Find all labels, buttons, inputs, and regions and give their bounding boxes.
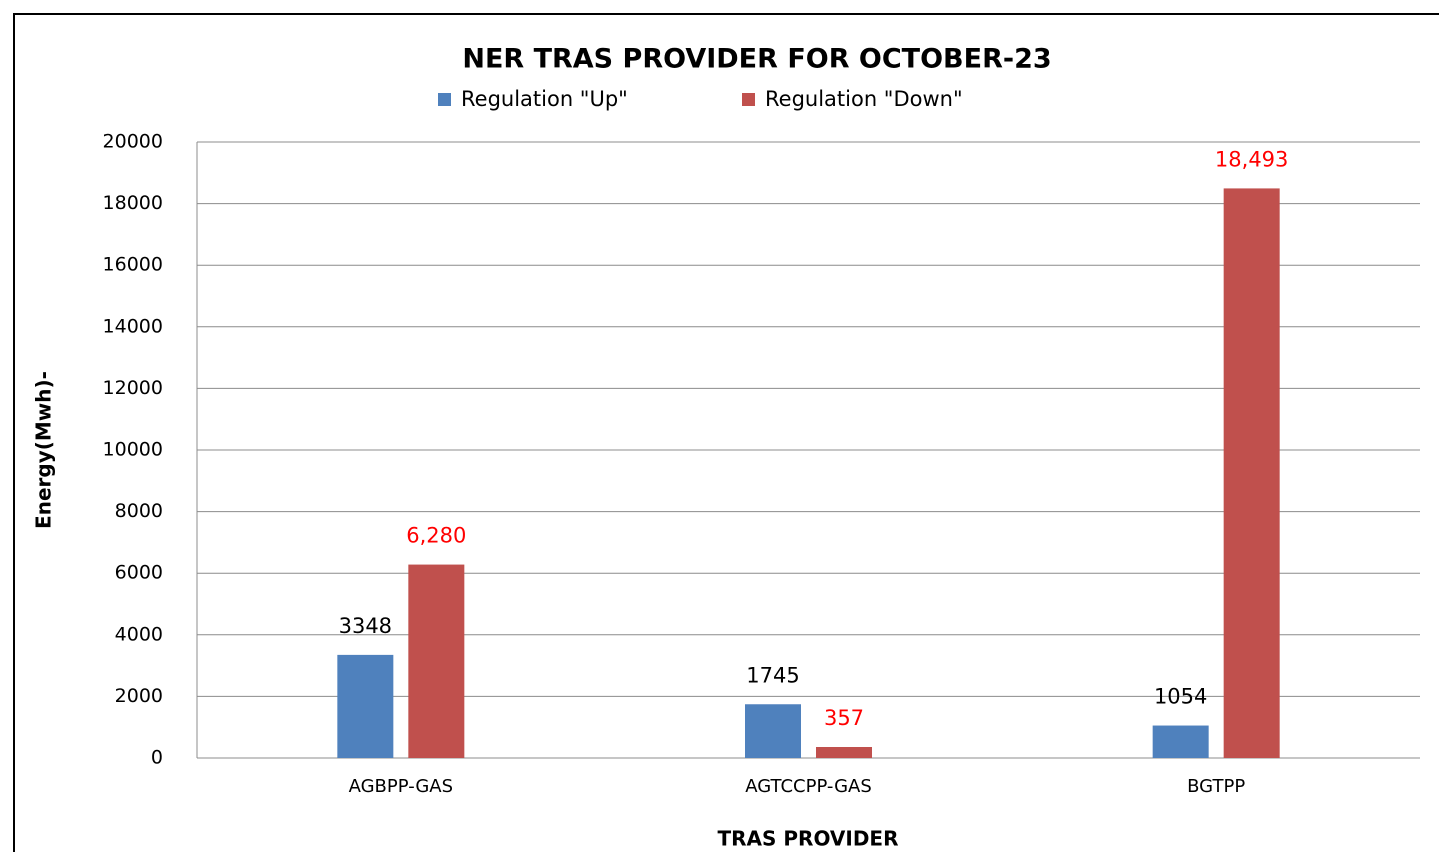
- x-axis-title: TRAS PROVIDER: [718, 827, 899, 851]
- data-label: 1054: [1154, 685, 1207, 709]
- data-label: 18,493: [1215, 147, 1288, 171]
- bar: [1223, 188, 1280, 759]
- y-tick-label: 14000: [103, 315, 163, 337]
- y-tick-label: 18000: [103, 192, 163, 214]
- bar: [1152, 725, 1209, 758]
- data-label: 6,280: [406, 524, 466, 548]
- y-tick-label: 10000: [103, 439, 163, 461]
- y-tick-label: 6000: [115, 562, 163, 584]
- chart-title: NER TRAS PROVIDER FOR OCTOBER-23: [462, 44, 1051, 75]
- bar: [337, 654, 394, 758]
- y-tick-label: 12000: [103, 377, 163, 399]
- x-tick-label: AGTCCPP-GAS: [745, 776, 872, 797]
- legend-label: Regulation "Up": [461, 87, 628, 111]
- chart-border: [13, 13, 1439, 852]
- bar: [745, 704, 801, 758]
- legend-swatch: [742, 93, 755, 106]
- y-tick-label: 0: [151, 747, 163, 769]
- data-label: 1745: [746, 663, 799, 687]
- y-tick-label: 4000: [115, 623, 163, 645]
- y-tick-label: 16000: [103, 254, 163, 276]
- legend-swatch: [438, 93, 451, 106]
- y-axis-title: Energy(Mwh)-: [32, 371, 56, 529]
- bar: [816, 747, 872, 758]
- x-tick-label: AGBPP-GAS: [349, 776, 453, 797]
- y-tick-label: 8000: [115, 500, 163, 522]
- y-tick-label: 20000: [103, 131, 163, 153]
- bar: [408, 564, 465, 758]
- y-tick-label: 2000: [115, 685, 163, 707]
- data-label: 357: [824, 706, 864, 730]
- x-tick-label: BGTPP: [1187, 776, 1245, 797]
- legend-label: Regulation "Down": [765, 87, 963, 111]
- data-label: 3348: [339, 614, 392, 638]
